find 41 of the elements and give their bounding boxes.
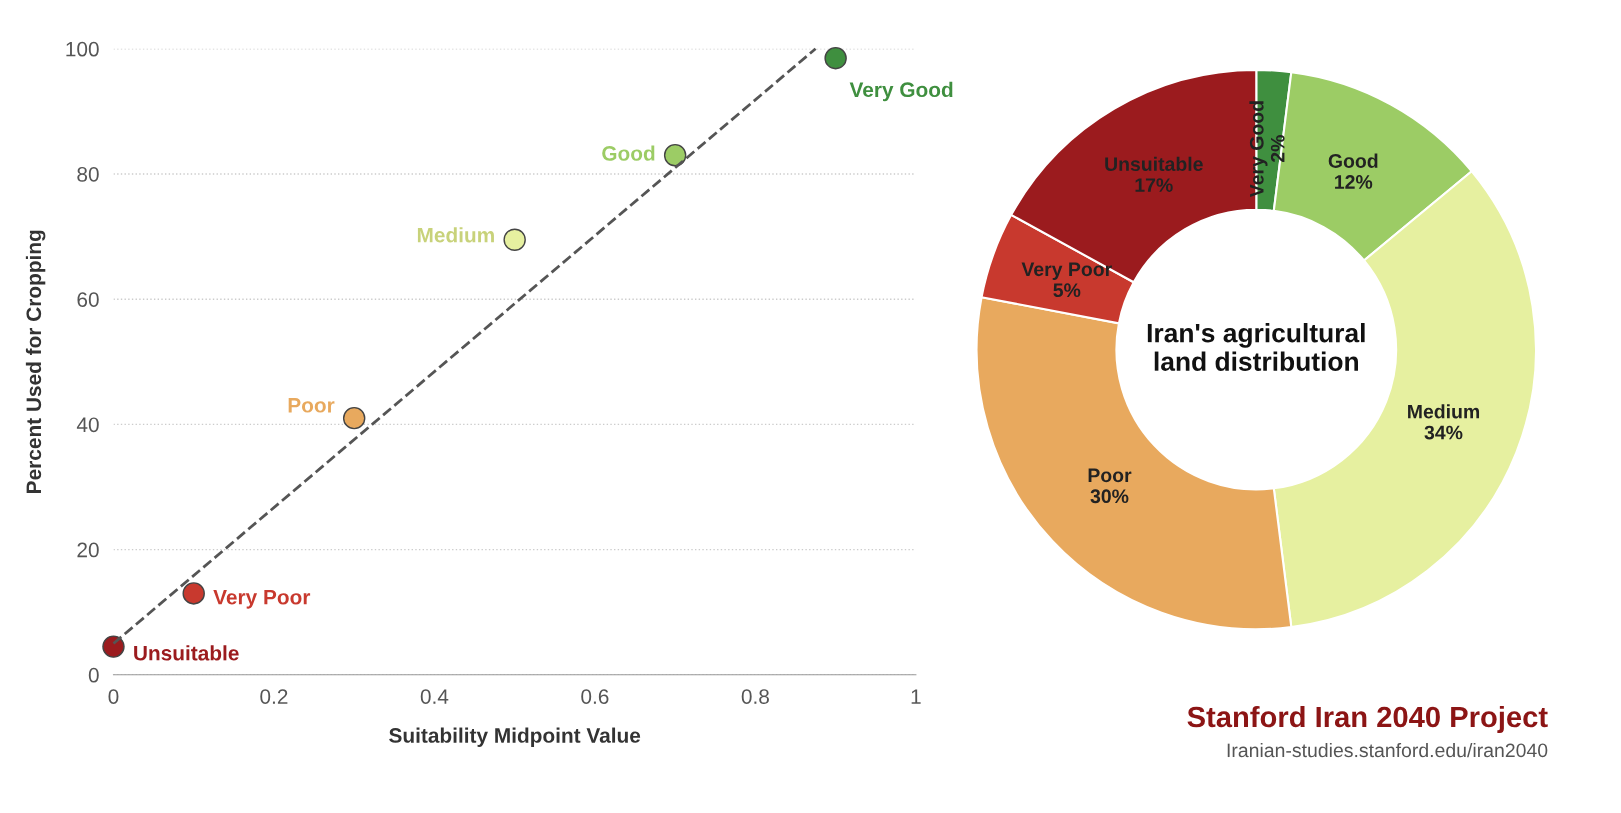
text: Iran's agricultural land distribution [1147,323,1365,371]
text: Stanford Iran 2040 Project [1187,705,1548,734]
data-label: 5% [1053,283,1081,298]
data-label: 17% [1135,178,1173,192]
x-axis-title: Suitability Midpoint Value [389,727,641,747]
y-axis-title: Percent Used for Cropping [25,230,46,493]
data-label: 2% [1270,135,1285,162]
y-tick-label: 0 [88,667,99,683]
slice-label: Poor [1088,468,1132,483]
series-label: Good [602,145,655,161]
data-label: 12% [1335,175,1373,189]
point [663,143,687,167]
series-label: Medium [417,227,494,243]
data-label: 34% [1424,425,1463,440]
x-tick-label: 0 [108,689,119,704]
x-tick-label: 0.4 [420,689,449,704]
slice-label: Unsuitable [1105,156,1203,172]
point [342,406,366,430]
y-tick-label: 20 [77,542,99,558]
series-label: Poor [288,398,335,413]
point [503,228,526,251]
text: Iranian-studies.stanford.edu/iran2040 [1227,742,1548,758]
y-tick-label: 100 [66,41,99,57]
point [182,582,205,605]
x-tick-label: 0.2 [260,689,288,704]
slice-label: Very Good [1249,101,1268,198]
slice-label: Medium [1408,404,1480,419]
slice-label: Good [1328,153,1378,168]
x-tick-label: 1 [911,689,921,704]
x-tick-label: 0.8 [741,689,769,704]
data-label: 30% [1090,489,1129,504]
series-label: Very Good [849,81,953,102]
y-tick-label: 60 [77,292,99,307]
point [102,635,125,658]
y-tick-label: 40 [76,417,99,433]
slice-label: Very Poor [1021,262,1112,280]
y-tick-label: 80 [77,166,99,182]
series-label: Very Poor [213,590,311,609]
point [824,46,847,70]
x-tick-label: 0.6 [581,689,609,704]
series-label: Unsuitable [134,645,239,661]
